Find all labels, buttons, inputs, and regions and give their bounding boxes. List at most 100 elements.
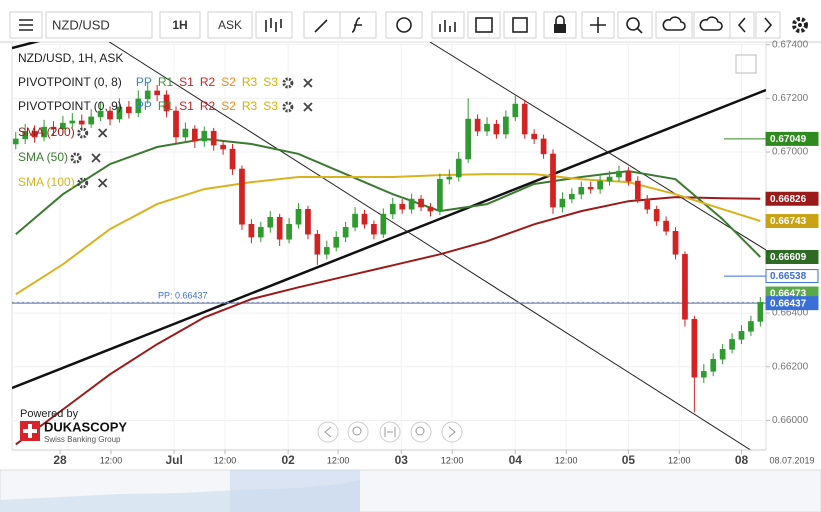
candle-body bbox=[257, 226, 264, 238]
chart-type-button[interactable] bbox=[255, 11, 293, 39]
candle-body bbox=[248, 224, 255, 238]
pivot-level: R1 bbox=[158, 99, 174, 113]
symbol-select[interactable]: NZD/USD bbox=[45, 11, 153, 39]
trend-line[interactable] bbox=[12, 20, 120, 50]
scroll-left-button[interactable] bbox=[317, 421, 339, 443]
volume-button[interactable] bbox=[431, 11, 465, 39]
y-tick-label: 0.67000 bbox=[772, 147, 809, 158]
price-label-box bbox=[765, 296, 819, 311]
channel-line[interactable] bbox=[100, 36, 760, 456]
pivot-label: PP: 0.66437 bbox=[158, 291, 208, 301]
next-button[interactable] bbox=[755, 11, 781, 39]
pivot-level: R3 bbox=[242, 99, 258, 113]
reset-button[interactable] bbox=[379, 421, 401, 443]
gear-icon[interactable] bbox=[77, 127, 89, 139]
gear-icon[interactable] bbox=[282, 77, 294, 89]
side-select[interactable]: ASK bbox=[207, 11, 253, 39]
y-tick-label: 0.66200 bbox=[772, 361, 809, 372]
zoom-out-button[interactable] bbox=[347, 421, 369, 443]
x-tick-label: 04 bbox=[509, 453, 523, 467]
candle-body bbox=[135, 98, 142, 114]
candle-body bbox=[41, 126, 47, 138]
candle-body bbox=[484, 123, 490, 132]
sma-legend[interactable]: SMA (200) bbox=[18, 125, 75, 139]
remove-icon[interactable] bbox=[98, 178, 108, 188]
popout-button[interactable] bbox=[735, 54, 757, 74]
price-label: 0.66473 bbox=[770, 289, 807, 300]
x-tick-label: 02 bbox=[281, 453, 295, 467]
remove-icon[interactable] bbox=[91, 153, 101, 163]
scroll-right-button[interactable] bbox=[441, 421, 463, 443]
candle-body bbox=[437, 178, 443, 212]
zoom-in-button[interactable] bbox=[410, 421, 432, 443]
candle-body bbox=[710, 359, 717, 372]
sma-legend[interactable]: SMA (100) bbox=[18, 175, 75, 189]
candle-body bbox=[531, 133, 537, 140]
remove-icon[interactable] bbox=[98, 128, 108, 138]
upload-button[interactable] bbox=[655, 11, 693, 39]
channel-line[interactable] bbox=[429, 42, 766, 251]
candle-body bbox=[239, 168, 245, 225]
x-tick-label: Jul bbox=[165, 453, 182, 467]
gear-icon[interactable] bbox=[282, 101, 294, 113]
news-button[interactable] bbox=[503, 11, 537, 39]
candle-body bbox=[540, 138, 547, 155]
price-label-box bbox=[765, 214, 819, 229]
timeframe-select[interactable]: 1H bbox=[159, 11, 201, 39]
candle-body bbox=[606, 176, 613, 182]
candle-body bbox=[663, 220, 669, 232]
price-label: 0.67049 bbox=[770, 134, 807, 145]
candle-body bbox=[182, 128, 189, 138]
menu-button[interactable] bbox=[9, 11, 43, 39]
settings-button[interactable] bbox=[792, 17, 808, 33]
candle-body bbox=[474, 118, 481, 132]
navigator-window[interactable] bbox=[230, 470, 360, 512]
price-label-box bbox=[765, 131, 819, 146]
candle-body bbox=[88, 116, 95, 125]
prev-button[interactable] bbox=[729, 11, 755, 39]
pivot-level: S1 bbox=[179, 75, 194, 89]
candle-body bbox=[738, 331, 745, 340]
pivot-legend: PIVOTPOINT (0, 8) bbox=[18, 75, 122, 89]
info-button[interactable] bbox=[385, 11, 423, 39]
candle-body bbox=[644, 198, 651, 210]
pivot-level: S3 bbox=[263, 75, 278, 89]
candle-body bbox=[50, 126, 57, 130]
x-tick-label: 12:00 bbox=[441, 455, 464, 465]
candle-body bbox=[634, 180, 641, 200]
powered-by: Powered by bbox=[20, 408, 79, 420]
x-tick-label: 12:00 bbox=[327, 455, 350, 465]
crosshair-button[interactable] bbox=[581, 11, 615, 39]
remove-icon[interactable] bbox=[303, 102, 313, 112]
candle-body bbox=[144, 90, 151, 100]
zoom-button[interactable] bbox=[617, 11, 653, 39]
pivot-level: R2 bbox=[200, 75, 216, 89]
gear-icon[interactable] bbox=[77, 177, 89, 189]
candle-body bbox=[399, 203, 406, 210]
sma-legend[interactable]: SMA (50) bbox=[18, 150, 68, 164]
candle-body bbox=[352, 213, 358, 228]
candle-body bbox=[559, 198, 566, 208]
symbol: NZD/USD bbox=[52, 17, 110, 32]
pivot-level: S1 bbox=[179, 99, 194, 113]
date-label: 08.07.2019 bbox=[769, 455, 814, 465]
candle-body bbox=[512, 103, 519, 118]
candle-body bbox=[295, 208, 302, 225]
draw-button[interactable] bbox=[303, 11, 341, 39]
trend-line[interactable] bbox=[12, 88, 766, 390]
remove-icon[interactable] bbox=[303, 78, 313, 88]
candle-body bbox=[163, 94, 170, 112]
candle-body bbox=[729, 339, 735, 350]
chart-title: NZD/USD, 1H, ASK bbox=[18, 51, 123, 65]
calendar-button[interactable] bbox=[467, 11, 501, 39]
indicator-button[interactable] bbox=[339, 11, 377, 39]
download-button[interactable] bbox=[693, 11, 731, 39]
lock-button[interactable] bbox=[543, 11, 577, 39]
candle-body bbox=[78, 120, 85, 125]
gear-icon[interactable] bbox=[70, 152, 82, 164]
candle-body bbox=[173, 110, 179, 138]
candle-body bbox=[22, 130, 29, 140]
candle-body bbox=[229, 148, 236, 170]
candle-body bbox=[569, 193, 575, 200]
